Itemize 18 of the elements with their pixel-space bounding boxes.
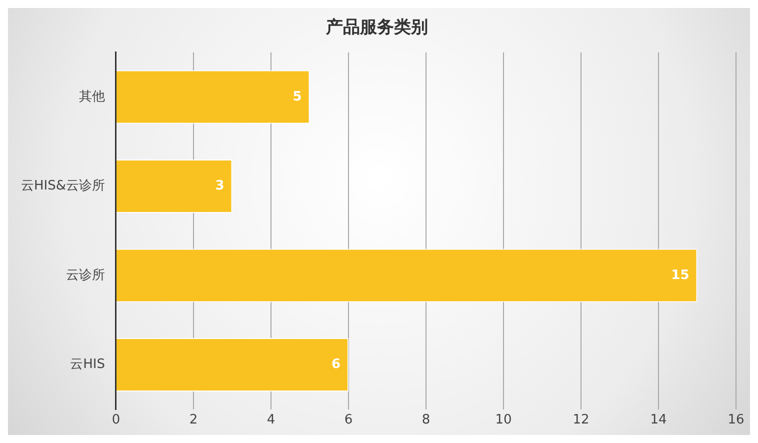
x-tick-label: 10 (495, 412, 512, 428)
x-tick-label: 0 (112, 412, 120, 428)
y-tick-label: 云HIS&云诊所 (21, 178, 105, 194)
data-label: 3 (215, 178, 224, 194)
x-tick-label: 8 (422, 412, 430, 428)
y-tick-label: 云HIS (70, 357, 105, 372)
data-label: 5 (292, 89, 302, 104)
y-tick-label: 云诊所 (66, 268, 105, 283)
chart-title: 产品服务类别 (325, 18, 428, 38)
y-tick-label: 其他 (79, 89, 105, 104)
data-label: 15 (671, 268, 690, 283)
x-tick-label: 6 (344, 412, 353, 428)
x-tick-label: 4 (266, 412, 276, 428)
x-tick-label: 2 (189, 412, 198, 428)
x-tick-label: 12 (572, 412, 590, 428)
x-tick-label: 14 (650, 412, 667, 428)
x-tick-label: 16 (728, 412, 744, 428)
data-label: 6 (331, 357, 340, 372)
